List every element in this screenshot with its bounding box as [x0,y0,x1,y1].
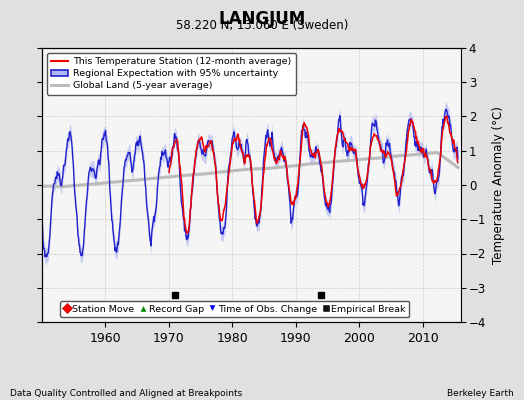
Text: 58.220 N, 13.060 E (Sweden): 58.220 N, 13.060 E (Sweden) [176,19,348,32]
Text: LANGJUM: LANGJUM [219,10,305,28]
Text: Data Quality Controlled and Aligned at Breakpoints: Data Quality Controlled and Aligned at B… [10,389,243,398]
Legend: Station Move, Record Gap, Time of Obs. Change, Empirical Break: Station Move, Record Gap, Time of Obs. C… [60,301,409,317]
Y-axis label: Temperature Anomaly (°C): Temperature Anomaly (°C) [492,106,505,264]
Text: Berkeley Earth: Berkeley Earth [447,389,514,398]
